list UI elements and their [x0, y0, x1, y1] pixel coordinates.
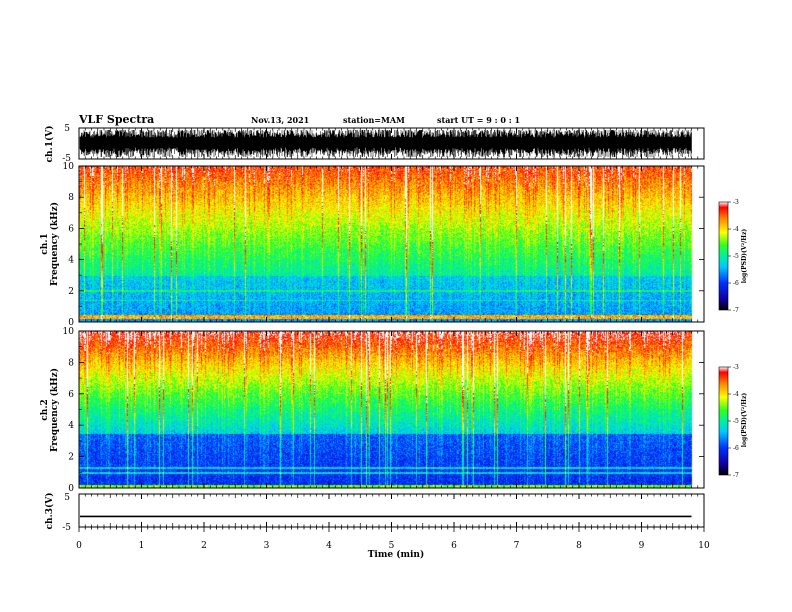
ch1-ytick-bottom: -5 [62, 154, 71, 164]
time-axis-ticks [78, 128, 705, 532]
ch1-ytick-top: 5 [64, 124, 70, 134]
yt1-label-4: 8 [68, 193, 74, 203]
xtick-label-1: 1 [139, 541, 145, 551]
xtick-label-7: 7 [514, 541, 520, 551]
yt1-label-5: 10 [63, 162, 75, 172]
ch3-ylabel: ch.3(V) [44, 493, 55, 530]
ch1-colorbar-ticks: -3 -4 -5 -6 -7 [728, 199, 739, 314]
cb2-label-0: -3 [733, 364, 739, 371]
cb2-label-3: -6 [733, 445, 739, 452]
ch2-spectrogram-ylabel-channel: ch.2 [40, 399, 50, 420]
yt1-label-3: 6 [68, 224, 74, 234]
xtick-label-0: 0 [76, 541, 82, 551]
ch1-colorbar-label: log(PSD)(V²/Hz) [741, 229, 748, 284]
yt2-label-5: 10 [63, 327, 75, 337]
cb1-label-3: -6 [733, 280, 739, 287]
xtick-label-3: 3 [264, 541, 270, 551]
yt1-label-1: 2 [68, 287, 74, 297]
yt2-label-4: 8 [68, 358, 74, 368]
time-axis-tick-labels: 0 1 2 3 4 5 6 7 8 9 10 [76, 541, 710, 551]
yt1-label-0: 0 [68, 318, 74, 328]
ch1-spectrogram-yticks: 0 2 4 6 8 10 [63, 162, 704, 328]
ch1-spectrogram-image [79, 166, 704, 322]
yt2-label-2: 4 [68, 421, 74, 431]
xtick-label-8: 8 [576, 541, 582, 551]
cb2-label-1: -4 [733, 391, 739, 398]
start-time-label: start UT = 9 : 0 : 1 [437, 115, 520, 125]
xtick-label-9: 9 [639, 541, 645, 551]
cb1-label-0: -3 [733, 199, 739, 206]
ch2-spectrogram-yticks: 0 2 4 6 8 10 [63, 327, 704, 494]
ch1-waveform-trace [79, 130, 692, 157]
yt1-label-2: 4 [68, 256, 74, 266]
xtick-label-4: 4 [326, 541, 332, 551]
ch2-spectrogram-ylabel-frequency: Frequency (kHz) [49, 368, 60, 452]
xtick-label-2: 2 [201, 541, 207, 551]
cb2-label-2: -5 [733, 418, 739, 425]
ch1-waveform-panel: 5 -5 ch.1(V) [44, 124, 705, 164]
xtick-label-6: 6 [451, 541, 457, 551]
yt2-label-3: 6 [68, 390, 74, 400]
ch1-ylabel: ch.1(V) [44, 126, 55, 163]
ch3-ytick-top: 5 [64, 493, 70, 503]
ch2-colorbar [718, 366, 729, 476]
cb1-label-2: -5 [733, 253, 739, 260]
yt2-label-0: 0 [68, 484, 74, 494]
figure-title: VLF Spectra [78, 113, 154, 126]
cb1-label-4: -7 [733, 307, 739, 314]
ch3-ytick-bottom: -5 [62, 523, 71, 533]
station-label: station=MAM [343, 115, 405, 125]
yt2-label-1: 2 [68, 453, 74, 463]
cb2-label-4: -7 [733, 472, 739, 479]
xtick-label-5: 5 [389, 541, 395, 551]
ch2-colorbar-ticks: -3 -4 -5 -6 -7 [728, 364, 739, 479]
ch1-spectrogram-ylabel-channel: ch.1 [40, 233, 50, 254]
time-axis-label: Time (min) [368, 549, 425, 560]
ch2-spectrogram-image [79, 331, 704, 488]
ch3-waveform-panel: 5 -5 ch.3(V) [44, 493, 705, 533]
cb1-label-1: -4 [733, 226, 739, 233]
ch2-colorbar-label: log(PSD)(V²/Hz) [741, 393, 748, 448]
ch1-colorbar [718, 201, 729, 311]
ch1-waveform-path [79, 130, 692, 157]
xtick-label-10: 10 [698, 541, 710, 551]
date-label: Nov.13, 2021 [251, 115, 309, 125]
ch1-spectrogram-ylabel-frequency: Frequency (kHz) [49, 202, 60, 286]
